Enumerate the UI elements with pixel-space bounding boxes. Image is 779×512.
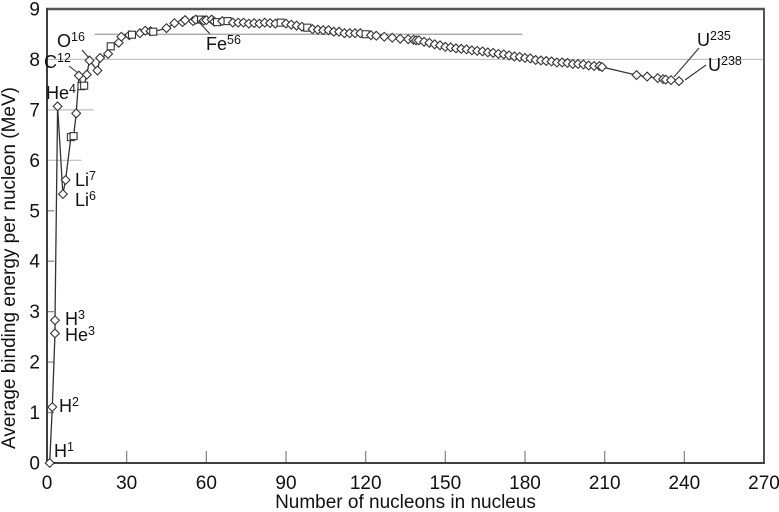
x-tick-label: 210: [589, 473, 621, 494]
data-point-diamond: [49, 315, 61, 326]
data-point-diamond: [387, 32, 398, 43]
nuclide-label-U235: U235: [697, 29, 731, 50]
data-point-diamond: [84, 55, 95, 66]
data-point-diamond: [596, 61, 608, 73]
y-tick-label: 7: [29, 100, 40, 121]
data-point-diamond: [413, 35, 424, 46]
data-point-diamond: [424, 37, 435, 48]
nuclide-label-C12: C12: [44, 51, 71, 72]
nuclide-label-sup: 4: [69, 82, 76, 96]
data-point-diamond: [179, 14, 191, 26]
nuclide-label-sup: 12: [57, 51, 71, 65]
x-tick-label: 30: [116, 473, 137, 494]
x-tick-label: 90: [275, 473, 296, 494]
data-point-square: [106, 42, 115, 51]
data-point-diamond: [371, 30, 382, 41]
data-point-diamond: [47, 401, 58, 413]
y-tick-label: 1: [29, 403, 40, 424]
nuclide-label-Fe56: Fe56: [206, 33, 241, 54]
data-point-diamond: [60, 174, 71, 186]
annotation-leader-U238: [684, 64, 707, 81]
nuclide-label-H2: H2: [59, 395, 79, 416]
binding-energy-curve: [49, 18, 680, 464]
x-tick-label: 270: [748, 473, 779, 494]
data-point-square: [80, 81, 89, 90]
nuclide-label-sup: 1: [67, 440, 74, 454]
y-tick-label: 3: [29, 302, 40, 323]
x-tick-label: 60: [196, 473, 217, 494]
y-tick-label: 5: [29, 201, 40, 222]
nuclide-label-sup: 6: [89, 189, 96, 203]
data-point-diamond: [71, 108, 82, 119]
data-point-diamond: [323, 25, 334, 36]
x-tick-label: 0: [42, 473, 53, 494]
nuclide-label-sup: 7: [89, 169, 96, 183]
y-tick-label: 8: [29, 50, 40, 71]
data-point-diamond: [73, 70, 85, 81]
nuclide-label-sup: 56: [227, 33, 241, 47]
x-tick-label: 150: [429, 473, 461, 494]
nuclide-label-U238: U238: [708, 54, 742, 75]
nuclide-label-sup: 2: [72, 395, 79, 409]
annotation-leader-O16: [81, 49, 90, 59]
data-point-diamond: [94, 52, 106, 64]
data-point-diamond: [44, 457, 55, 469]
data-point-diamond: [673, 75, 685, 87]
nuclide-label-Li6: Li6: [75, 189, 96, 210]
annotation-leader-Fe56: [196, 19, 211, 35]
y-tick-label: 6: [29, 151, 40, 172]
data-point-diamond: [161, 22, 172, 34]
y-tick-label: 4: [29, 252, 40, 273]
data-point-diamond: [379, 31, 390, 42]
nuclide-label-sup: 3: [78, 308, 85, 322]
nuclide-label-sup: 238: [721, 54, 742, 68]
data-point-diamond: [57, 188, 69, 200]
nuclide-label-sup: 3: [88, 324, 95, 338]
nuclide-label-Li7: Li7: [75, 169, 96, 190]
data-point-square: [127, 30, 137, 39]
y-tick-label: 9: [29, 0, 40, 21]
data-point-diamond: [92, 65, 103, 76]
data-point-diamond: [81, 69, 93, 80]
data-point-diamond: [395, 33, 406, 44]
nuclide-label-H1: H1: [54, 440, 74, 461]
nuclide-label-sup: 235: [710, 29, 731, 43]
nuclide-label-He4: He4: [46, 82, 76, 103]
data-point-square: [149, 27, 158, 36]
data-point-diamond: [49, 328, 61, 339]
x-axis-title: Number of nucleons in nucleus: [275, 492, 536, 512]
x-tick-label: 180: [509, 473, 541, 494]
data-point-diamond: [169, 17, 180, 29]
data-point-square: [69, 132, 78, 141]
data-point-diamond: [641, 71, 653, 82]
x-tick-label: 120: [350, 473, 382, 494]
data-point-diamond: [102, 48, 114, 60]
nuclide-label-He3: He3: [65, 324, 95, 345]
data-point-diamond: [52, 101, 63, 112]
y-tick-label: 2: [29, 353, 40, 374]
y-axis-title: Average binding energy per nucleon (MeV): [0, 87, 20, 449]
y-tick-label: 0: [29, 454, 40, 475]
x-tick-label: 240: [668, 473, 700, 494]
data-point-diamond: [665, 74, 677, 86]
annotation-leader-U235: [673, 47, 700, 78]
data-point-diamond: [631, 69, 642, 81]
nuclide-label-O16: O16: [57, 30, 85, 51]
annotation-leader-C12: [68, 65, 79, 74]
nuclide-label-sup: 16: [71, 30, 85, 44]
